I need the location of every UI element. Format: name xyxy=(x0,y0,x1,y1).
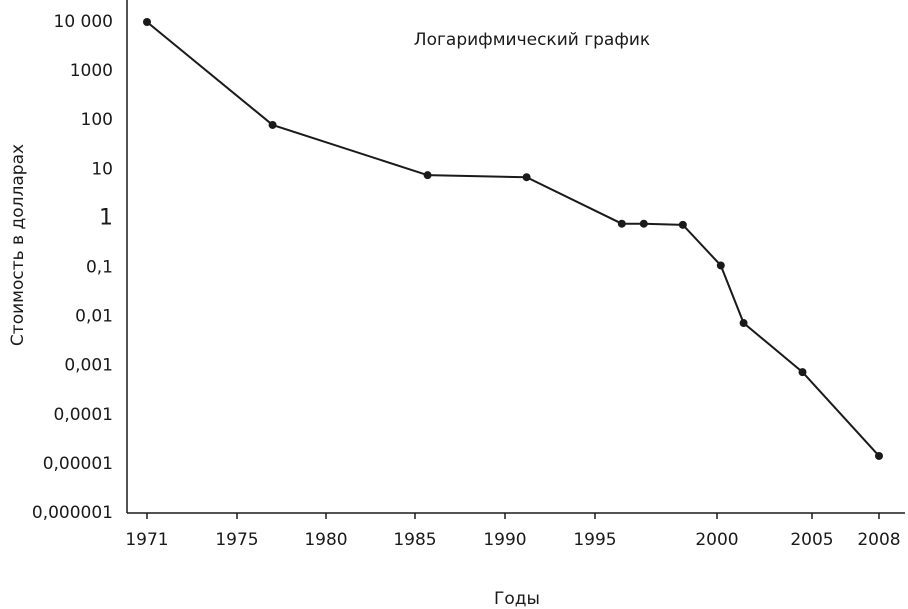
y-tick-label: 0,1 xyxy=(86,258,113,278)
x-tick-label: 1971 xyxy=(125,530,168,550)
point xyxy=(739,319,748,328)
point xyxy=(617,219,626,228)
x-tick-label: 1980 xyxy=(304,530,347,550)
y-tick-label: 1000 xyxy=(70,61,113,81)
x-tick-label: 2000 xyxy=(695,530,738,550)
y-tick-label: 0,0001 xyxy=(54,405,113,425)
y-tick-label: 10 xyxy=(91,159,113,179)
y-tick-label: 100 xyxy=(81,110,113,130)
x-tick-label: 1985 xyxy=(393,530,436,550)
x-tick-label: 2008 xyxy=(857,530,900,550)
point xyxy=(639,219,648,228)
y-axis-label: Стоимость в долларах xyxy=(8,144,28,346)
chart-subtitle: Логарифмический график xyxy=(414,30,650,50)
point xyxy=(522,173,531,182)
point xyxy=(268,120,277,129)
x-axis-label: Годы xyxy=(494,589,540,609)
point xyxy=(423,171,432,180)
x-tick-label: 1990 xyxy=(483,530,526,550)
point xyxy=(716,261,725,270)
line xyxy=(146,21,880,457)
point xyxy=(798,368,807,377)
y-tick-label: 0,00001 xyxy=(43,454,113,474)
y-tick-label: 0,000001 xyxy=(32,503,113,523)
x-tick-label: 1975 xyxy=(215,530,258,550)
x-tick-label: 1995 xyxy=(573,530,616,550)
point xyxy=(143,18,151,26)
x-tick-label: 2005 xyxy=(790,530,833,550)
y-tick-label: 1 xyxy=(99,205,113,230)
y-tick-label: 0,001 xyxy=(64,356,113,376)
y-tick-label: 0,01 xyxy=(75,307,113,327)
point xyxy=(678,220,687,229)
y-tick-label: 10 000 xyxy=(54,12,113,32)
point xyxy=(875,451,883,460)
